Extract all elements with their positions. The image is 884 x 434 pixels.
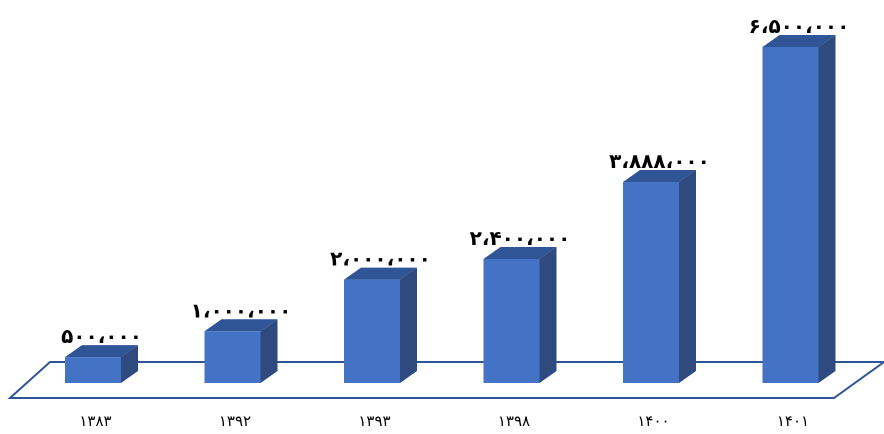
x-tick-label: ۱۳۹۸: [498, 412, 530, 430]
bar-side-face: [121, 345, 138, 383]
bar-side-face: [679, 170, 696, 383]
data-label: ۶،۵۰۰،۰۰۰: [749, 14, 850, 38]
x-axis-tick-labels: ۱۳۸۳ ۱۳۹۲ ۱۳۹۳ ۱۳۹۸ ۱۴۰۰ ۱۴۰۱: [79, 412, 809, 430]
data-label: ۵۰۰،۰۰۰: [61, 324, 142, 348]
data-label: ۱،۰۰۰،۰۰۰: [191, 298, 292, 322]
x-tick-label: ۱۳۹۳: [358, 412, 390, 430]
bar-side-face: [400, 267, 417, 383]
bar-side-face: [818, 35, 836, 383]
data-label: ۳،۸۸۸،۰۰۰: [609, 149, 710, 173]
bar-front-face: [623, 182, 679, 383]
x-tick-label: ۱۳۸۳: [79, 412, 111, 430]
chart-floor: [7, 361, 884, 399]
bar: [344, 267, 417, 383]
data-label: ۲،۴۰۰،۰۰۰: [470, 226, 571, 250]
x-tick-label: ۱۳۹۲: [219, 412, 251, 430]
data-label: ۲،۰۰۰،۰۰۰: [330, 247, 431, 271]
bar-top-face: [762, 35, 836, 47]
bar: [623, 170, 696, 383]
bar: [483, 246, 557, 383]
bar-front-face: [344, 279, 400, 383]
bar-top-face: [65, 345, 138, 358]
bars-group: [65, 35, 836, 383]
bar: [65, 345, 138, 383]
bar-front-face: [762, 47, 819, 383]
bar: [204, 319, 278, 383]
bar-side-face: [260, 319, 278, 383]
bar-top-face: [204, 319, 278, 332]
bar-front-face: [65, 357, 121, 383]
bar-side-face: [539, 246, 557, 383]
x-tick-label: ۱۴۰۱: [777, 412, 809, 430]
bar-top-face: [483, 246, 557, 259]
value-labels-group: ۵۰۰،۰۰۰ ۱،۰۰۰،۰۰۰ ۲،۰۰۰،۰۰۰ ۲،۴۰۰،۰۰۰ ۳،۸۸۸،…: [61, 14, 849, 348]
bar-top-face: [344, 267, 417, 280]
bar: [762, 35, 836, 383]
bar-front-face: [204, 331, 261, 383]
x-tick-label: ۱۴۰۰: [637, 412, 669, 430]
bar-top-face: [623, 170, 696, 183]
bar-front-face: [483, 258, 540, 383]
